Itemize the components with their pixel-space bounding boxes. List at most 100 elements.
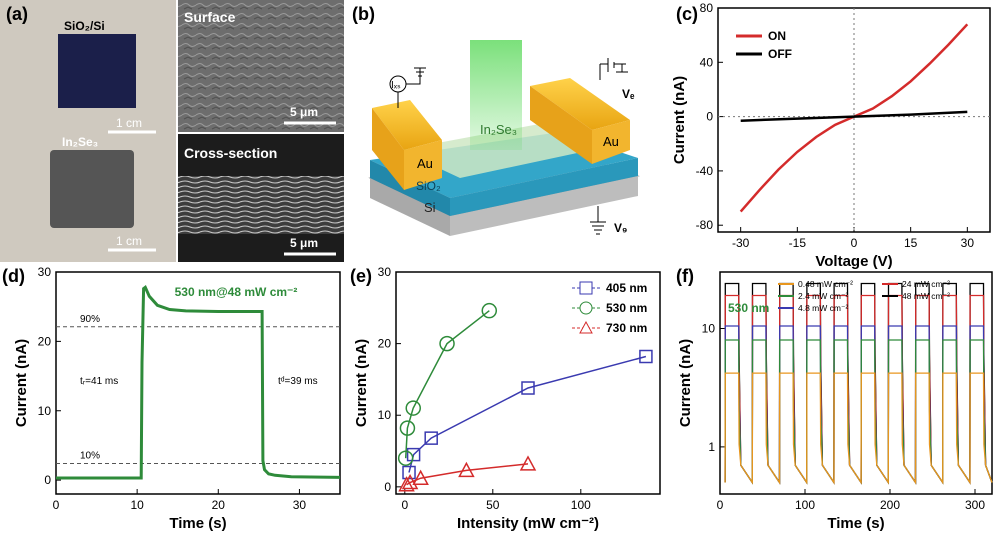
data-point-triangle xyxy=(401,473,419,490)
series-line-405-nm xyxy=(408,355,647,473)
photocurrent-trace xyxy=(56,284,341,480)
data-point-square xyxy=(424,431,438,445)
wavelength-annotation: 530 nm xyxy=(728,301,769,315)
y-tick-label: 10 xyxy=(378,408,392,422)
y-axis-title: Current (nA) xyxy=(671,76,688,164)
panel-b-label: (b) xyxy=(352,4,375,24)
oxide-label: SiO₂ xyxy=(416,179,441,193)
x-axis-title: Time (s) xyxy=(169,515,226,532)
decay-time-label: tᵈ=39 ms xyxy=(278,376,318,387)
panel-f-label: (f) xyxy=(676,266,694,286)
right-circuit-wire xyxy=(599,58,628,80)
cycling-trace xyxy=(724,372,993,485)
cycling-trace xyxy=(724,339,993,485)
x-tick-label: 0 xyxy=(851,236,858,250)
y-tick-label: 20 xyxy=(38,334,52,348)
y-axis-title: Current (nA) xyxy=(353,339,370,427)
sem-cross-section-scale: 5 μm xyxy=(290,236,318,250)
sem-cross-section-title: Cross-section xyxy=(184,145,277,161)
ids-label: Iₓₛ xyxy=(391,80,401,91)
data-point-triangle xyxy=(398,476,415,492)
y-tick-label: 30 xyxy=(38,265,52,279)
y-tick-label: 20 xyxy=(378,337,392,351)
series-line-530-nm xyxy=(404,310,490,459)
data-point-square xyxy=(406,447,421,462)
gate-ground xyxy=(590,206,606,235)
x-tick-label: 30 xyxy=(961,236,975,250)
data-point-circle xyxy=(405,400,421,416)
y-axis-title: Current (nA) xyxy=(13,339,30,427)
plot-frame xyxy=(719,271,993,495)
legend-label: 4.8 mW cm⁻² xyxy=(798,303,848,313)
x-tick-label: 30 xyxy=(293,498,307,512)
legend-label: 48 mW cm⁻² xyxy=(902,291,950,301)
sio2-si-sample xyxy=(58,34,136,108)
x-tick-label: -30 xyxy=(732,236,750,250)
au-right-top xyxy=(530,78,630,130)
photo-bottom-scale: 1 cm xyxy=(116,234,142,248)
panel-d-label: (d) xyxy=(2,266,25,286)
x-tick-label: 50 xyxy=(486,498,500,512)
y-tick-label: 1 xyxy=(708,440,715,454)
legend-label: 405 nm xyxy=(606,281,647,295)
si-front-face xyxy=(450,176,638,236)
au-right-label: Au xyxy=(603,134,619,149)
legend-marker xyxy=(579,320,593,334)
light-beam xyxy=(470,40,522,150)
substrate-label: Si xyxy=(424,200,436,215)
threshold-label: 10% xyxy=(80,450,100,461)
channel-label: In₂Se₃ xyxy=(480,122,517,137)
threshold-label: 90% xyxy=(80,314,100,325)
legend-label: 530 nm xyxy=(606,301,647,315)
legend-label: OFF xyxy=(768,47,792,61)
y-tick-label: 0 xyxy=(706,110,713,124)
data-point-circle xyxy=(397,450,414,466)
y-tick-label: 40 xyxy=(700,55,714,69)
au-left-side xyxy=(372,108,404,190)
x-tick-label: 20 xyxy=(212,498,226,512)
panel-e: (e) 0 50 100 0 10 20 30 Intensity (mW cm⁻²) Curr… xyxy=(350,265,661,532)
legend-marker xyxy=(579,301,593,315)
au-right-front xyxy=(592,120,630,164)
x-tick-label: 0 xyxy=(717,498,724,512)
au-right-side xyxy=(530,86,592,164)
sem-surface-image xyxy=(178,0,344,132)
x-tick-label: 300 xyxy=(965,498,985,512)
photo-top-label: SiO₂/Si xyxy=(64,19,105,33)
legend-label: 0.48 mW cm⁻² xyxy=(798,279,853,289)
data-point-circle xyxy=(439,335,455,352)
x-tick-label: 200 xyxy=(880,498,900,512)
panel-b: (b) Au Au In₂Se₃ SiO₂ Si Iₓₛ Vₑ V₉ xyxy=(352,4,640,236)
left-circuit-wire xyxy=(397,67,426,108)
x-tick-label: 15 xyxy=(904,236,918,250)
sio2-front-face xyxy=(450,158,638,216)
panel-c-label: (c) xyxy=(676,4,698,24)
panel-e-label: (e) xyxy=(350,266,372,286)
sem-surface-scale: 5 μm xyxy=(290,105,318,119)
photo-bottom-label: In₂Se₃ xyxy=(62,135,98,149)
data-point-square xyxy=(521,381,535,395)
au-left-label: Au xyxy=(417,156,433,171)
cycling-trace xyxy=(724,325,993,485)
x-tick-label: 100 xyxy=(795,498,815,512)
panel-f: (f) 0 100 200 300 1 10 Time (s) Current (nA) 530… xyxy=(676,266,993,532)
x-tick-label: -15 xyxy=(789,236,807,250)
sem-surface-title: Surface xyxy=(184,9,236,25)
data-point-triangle xyxy=(519,455,537,471)
x-axis-title: Time (s) xyxy=(827,515,884,532)
vg-label: V₉ xyxy=(614,221,627,235)
au-left-top xyxy=(372,100,442,150)
y-tick-label: 0 xyxy=(44,473,51,487)
data-point-square xyxy=(639,349,653,364)
legend-label: 2.4 mW cm⁻² xyxy=(798,291,848,301)
legend-label: 24 mW cm⁻² xyxy=(902,279,950,289)
x-tick-label: 0 xyxy=(401,498,408,512)
rise-time-label: tᵣ=41 ms xyxy=(80,376,118,387)
in2se3-sample xyxy=(50,150,134,228)
y-tick-label: 0 xyxy=(384,480,391,494)
sem-cross-section-layers xyxy=(178,176,344,234)
legend-marker xyxy=(579,281,593,295)
data-point-triangle xyxy=(412,469,429,485)
y-tick-label: 10 xyxy=(38,404,52,418)
x-axis-title: Voltage (V) xyxy=(815,253,892,270)
